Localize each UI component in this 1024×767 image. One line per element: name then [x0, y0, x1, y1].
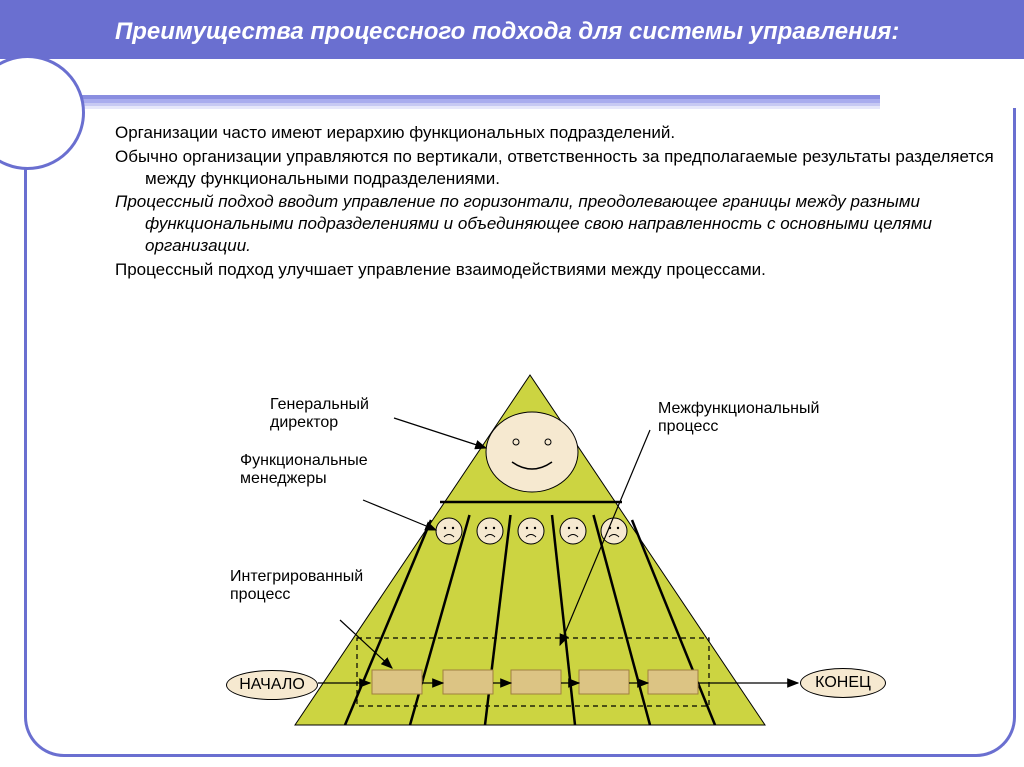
label-crossfunc: Межфункциональный процесс	[658, 400, 818, 437]
end-oval: КОНЕЦ	[800, 668, 886, 698]
pyramid-diagram: Генеральный директор Функциональные мене…	[140, 370, 920, 750]
label-managers: Функциональные менеджеры	[240, 452, 360, 489]
header-stripe	[0, 95, 880, 109]
text-content: Организации часто имеют иерархию функцио…	[115, 122, 995, 282]
slide-header: Преимущества процессного подхода для сис…	[0, 0, 1024, 59]
paragraph: Организации часто имеют иерархию функцио…	[115, 122, 995, 144]
end-label: КОНЕЦ	[815, 674, 871, 692]
label-integrated: Интегрированный процесс	[230, 568, 350, 605]
slide-title: Преимущества процессного подхода для сис…	[115, 18, 899, 45]
start-label: НАЧАЛО	[239, 676, 305, 694]
accent-circle	[0, 55, 85, 170]
label-ceo: Генеральный директор	[270, 396, 390, 433]
paragraph: Процессный подход улучшает управление вз…	[115, 259, 995, 281]
paragraph: Процессный подход вводит управление по г…	[115, 191, 995, 256]
paragraph: Обычно организации управляются по вертик…	[115, 146, 995, 190]
start-oval: НАЧАЛО	[226, 670, 318, 700]
